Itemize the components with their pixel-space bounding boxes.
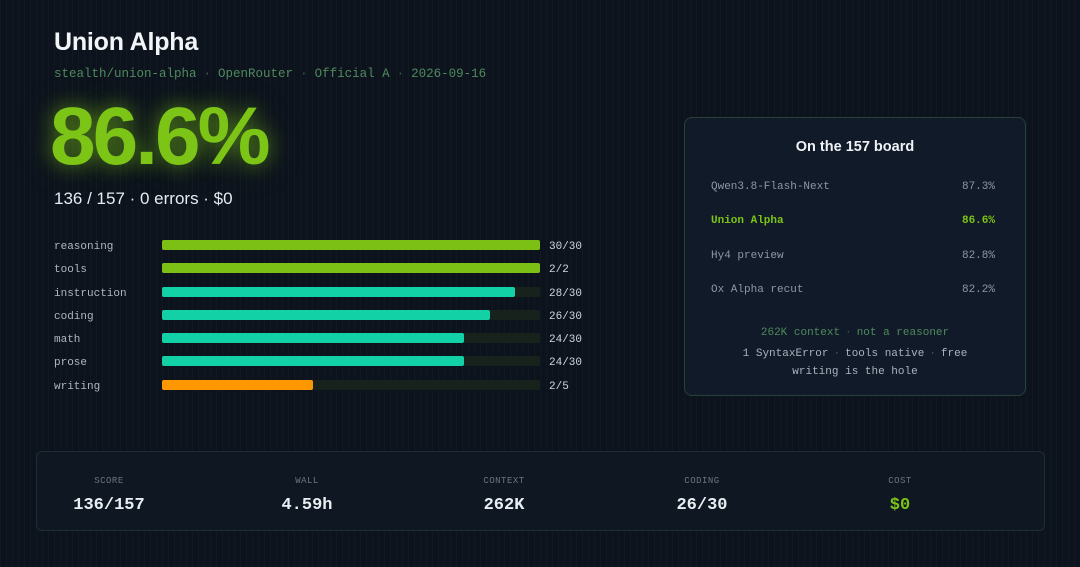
meta-separator: · xyxy=(396,67,405,81)
note-separator: · xyxy=(929,348,936,360)
category-bar-track xyxy=(162,309,540,320)
category-label: instruction xyxy=(54,287,127,300)
category-label: coding xyxy=(54,310,94,323)
leaderboard-model-name: Qwen3.8-Flash-Next xyxy=(711,181,830,193)
note-context: 262K context xyxy=(760,327,841,339)
category-row: math 24/30 xyxy=(54,331,594,354)
category-value: 24/30 xyxy=(549,357,583,370)
category-row: tools 2/2 xyxy=(54,261,594,284)
stat-label: CODING xyxy=(684,476,720,486)
stat-value: 4.59h xyxy=(281,496,333,515)
category-value: 2/5 xyxy=(549,380,569,393)
category-value: 30/30 xyxy=(549,241,583,253)
stat-label: CONTEXT xyxy=(483,476,525,486)
category-bar-fill xyxy=(162,240,540,250)
model-slug: stealth/union-alpha xyxy=(54,67,197,81)
stat-label: WALL xyxy=(295,476,319,486)
leaderboard-note: 1 SyntaxError · tools native · free xyxy=(685,348,1025,360)
leaderboard-note: 262K context · not a reasoner xyxy=(685,327,1025,339)
category-value: 2/2 xyxy=(549,264,569,277)
category-value: 24/30 xyxy=(549,334,583,347)
category-bar-fill xyxy=(162,356,465,367)
model-provider: OpenRouter xyxy=(218,67,294,81)
leaderboard-model-score: 82.2% xyxy=(961,284,995,296)
stat-value: 262K xyxy=(483,496,525,515)
note-reasoner: not a reasoner xyxy=(856,327,950,339)
category-row: coding 26/30 xyxy=(54,308,594,331)
category-row: reasoning 30/30 xyxy=(54,238,594,261)
leaderboard-model-score: 86.6% xyxy=(961,215,995,227)
category-label: math xyxy=(54,334,81,347)
category-bar-track xyxy=(162,333,540,344)
category-label: writing xyxy=(54,380,101,393)
category-bars: reasoning 30/30 tools 2/2 instruction 28/30 co… xyxy=(54,238,594,401)
note-separator: · xyxy=(833,348,841,360)
category-label: reasoning xyxy=(54,241,114,253)
leaderboard-model-score: 82.8% xyxy=(961,250,995,262)
category-bar-track xyxy=(162,286,540,297)
note-weakness: writing is the hole xyxy=(792,366,918,378)
note-cost: free xyxy=(940,348,968,360)
model-date: 2026-09-16 xyxy=(411,67,487,81)
category-bar-fill xyxy=(162,379,314,390)
category-label: tools xyxy=(54,264,88,277)
category-row: writing 2/5 xyxy=(54,378,594,401)
category-bar-track xyxy=(162,379,540,390)
stat-value: $0 xyxy=(889,496,911,515)
category-label: prose xyxy=(54,357,88,370)
meta-separator: · xyxy=(300,67,308,81)
category-bar-fill xyxy=(162,309,490,320)
note-tools: tools native xyxy=(845,348,925,360)
category-value: 28/30 xyxy=(549,287,583,300)
stat-value: 26/30 xyxy=(676,496,728,515)
model-meta: stealth/union-alpha · OpenRouter · Official … xyxy=(54,67,486,81)
category-bar-fill xyxy=(162,286,515,297)
category-bar-fill xyxy=(162,263,540,274)
category-bar-track xyxy=(162,356,540,367)
category-bar-track xyxy=(162,240,540,250)
category-bar-track xyxy=(162,263,540,274)
category-value: 26/30 xyxy=(549,310,583,323)
stats-bar: SCORE 136/157 WALL 4.59h CONTEXT 262K CO… xyxy=(36,451,1045,531)
score-percent: 86.6% xyxy=(50,91,271,182)
score-summary: 136 / 157 · 0 errors · $0 xyxy=(54,189,233,208)
leaderboard-card: On the 157 board Qwen3.8-Flash-Next 87.3… xyxy=(684,117,1026,396)
note-separator: · xyxy=(845,327,852,339)
category-bar-fill xyxy=(162,333,465,344)
leaderboard-title: On the 157 board xyxy=(795,139,915,155)
model-title: Union Alpha xyxy=(54,28,199,56)
meta-separator: · xyxy=(203,67,212,81)
leaderboard-model-name: Hy4 preview xyxy=(711,250,784,262)
stat-label: COST xyxy=(888,476,912,486)
note-errors: 1 SyntaxError xyxy=(742,348,829,360)
stat-label: SCORE xyxy=(94,476,124,486)
category-row: prose 24/30 xyxy=(54,354,594,377)
category-row: instruction 28/30 xyxy=(54,285,594,308)
leaderboard-model-name: Ox Alpha recut xyxy=(711,284,804,296)
stat-value: 136/157 xyxy=(73,496,145,515)
model-tier: Official A xyxy=(314,67,390,81)
leaderboard-model-name: Union Alpha xyxy=(711,215,784,227)
leaderboard-model-score: 87.3% xyxy=(961,181,995,193)
